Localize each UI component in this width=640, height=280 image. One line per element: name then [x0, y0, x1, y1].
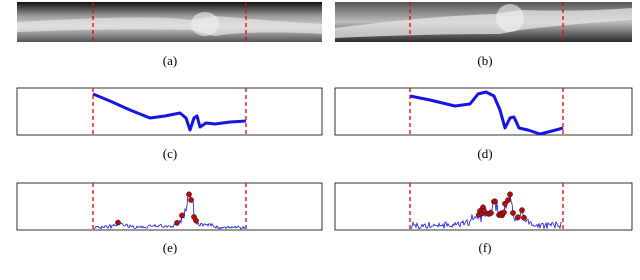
caption: (a): [163, 53, 177, 68]
peak-marker: [505, 197, 511, 203]
peak-marker: [186, 191, 192, 198]
xray-a: [17, 2, 322, 42]
caption: (c): [163, 146, 177, 161]
profile-d: [334, 87, 633, 136]
peak-marker: [188, 197, 194, 203]
peak-marker: [492, 198, 498, 205]
peak-marker: [481, 207, 487, 214]
peak-marker: [179, 212, 185, 219]
peak-marker: [515, 214, 521, 221]
peak-marker: [507, 191, 513, 198]
peak-marker: [488, 210, 494, 216]
peak-marker: [193, 217, 199, 224]
peak-marker: [521, 214, 527, 221]
peak-marker: [115, 219, 121, 226]
spectrum-e: [16, 182, 323, 231]
peak-marker: [519, 207, 525, 213]
xray-b: [335, 2, 632, 42]
caption: (d): [477, 146, 492, 161]
profile-c: [16, 87, 323, 136]
peak-marker: [174, 220, 180, 226]
caption: (f): [479, 240, 492, 255]
spectrum-f: [334, 182, 633, 231]
peak-marker: [501, 209, 507, 216]
caption: (b): [477, 53, 492, 68]
caption: (e): [163, 240, 177, 255]
peak-marker: [510, 210, 516, 216]
